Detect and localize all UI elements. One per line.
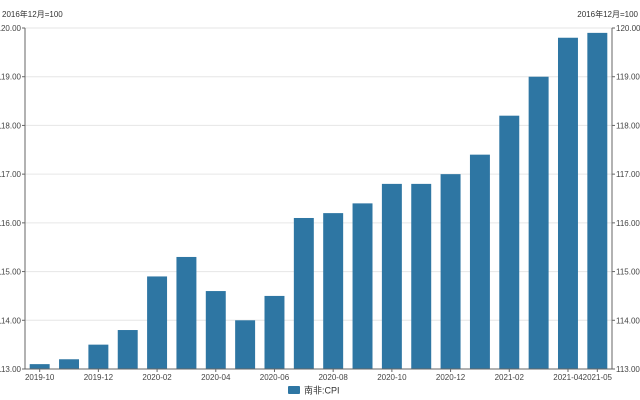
bar-2021-02 — [499, 115, 520, 369]
bar-2020-03 — [176, 256, 197, 369]
y-axis-unit-left: 2016年12月=100 — [2, 9, 63, 19]
x-tick-label: 2020-04 — [201, 373, 231, 382]
bar-2019-11 — [59, 359, 80, 369]
grid-lines — [25, 27, 612, 321]
bar-2020-05 — [235, 320, 256, 369]
bar-2020-07 — [293, 217, 314, 369]
x-tick-label: 2021-02 — [495, 373, 525, 382]
bar-2019-10 — [29, 364, 50, 369]
y-tick-label-left: 114.00 — [0, 316, 22, 325]
legend-label: 南非:CPI — [304, 385, 340, 396]
y-tick-label-left: 116.00 — [0, 219, 22, 228]
y-tick-label-right: 116.00 — [616, 219, 640, 228]
x-axis-ticks: 2019-10 2019-12 2020-02 2020-04 2020-06 2020-… — [25, 369, 613, 382]
y-tick-label-left: 119.00 — [0, 73, 22, 82]
y-axis-unit-right: 2016年12月=100 — [577, 9, 638, 19]
bar-2019-12 — [88, 344, 109, 369]
bar-2020-09 — [352, 203, 373, 369]
y-tick-label-right: 118.00 — [616, 121, 640, 130]
y-tick-label-left: 117.00 — [0, 170, 22, 179]
bar-2020-10 — [381, 183, 402, 369]
x-tick-label: 2019-10 — [25, 373, 55, 382]
bars — [29, 32, 608, 369]
y-tick-label-left: 115.00 — [0, 268, 22, 277]
legend-swatch — [288, 386, 300, 394]
y-tick-label-left: 113.00 — [0, 365, 22, 374]
bar-2020-06 — [264, 295, 285, 369]
bar-2020-02 — [147, 276, 168, 369]
y-tick-label-right: 119.00 — [616, 73, 640, 82]
bar-2021-04 — [557, 37, 578, 369]
x-tick-label: 2020-06 — [260, 373, 290, 382]
y-axis-right-ticks: 113.00 114.00 115.00 116.00 117.00 118.00 119.… — [612, 24, 640, 374]
y-axis-left-ticks: 113.00 114.00 115.00 116.00 117.00 118.00 119.… — [0, 24, 25, 374]
x-tick-label: 2020-08 — [318, 373, 348, 382]
bar-2020-04 — [205, 291, 226, 369]
bar-2021-05 — [587, 32, 608, 369]
x-tick-label: 2019-12 — [84, 373, 114, 382]
x-tick-label: 2021-04 — [553, 373, 583, 382]
x-tick-label: 2021-05 — [583, 373, 613, 382]
y-tick-label-right: 114.00 — [616, 316, 640, 325]
y-tick-label-right: 113.00 — [616, 365, 640, 374]
legend[interactable]: 南非:CPI — [288, 385, 340, 396]
bar-2020-12 — [440, 174, 461, 369]
x-tick-label: 2020-12 — [436, 373, 466, 382]
bar-2020-08 — [323, 213, 344, 369]
x-tick-label: 2020-02 — [142, 373, 172, 382]
axes — [24, 28, 613, 370]
y-tick-label-left: 120.00 — [0, 24, 22, 33]
y-tick-label-right: 115.00 — [616, 268, 640, 277]
x-tick-label: 2020-10 — [377, 373, 407, 382]
y-tick-label-right: 120.00 — [616, 24, 640, 33]
bar-2021-03 — [528, 76, 549, 369]
y-tick-label-right: 117.00 — [616, 170, 640, 179]
bar-2020-11 — [411, 183, 432, 369]
bar-2020-01 — [117, 330, 138, 369]
bar-2021-01 — [469, 154, 490, 369]
y-tick-label-left: 118.00 — [0, 121, 22, 130]
